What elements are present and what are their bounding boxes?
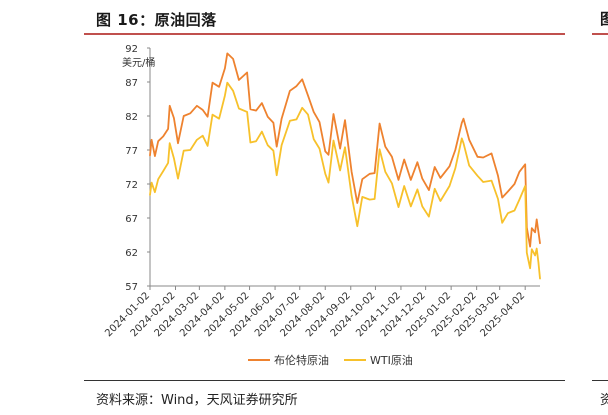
figure-title: 图 16：原油回落 <box>96 11 217 29</box>
y-tick-label: 77 <box>125 146 138 157</box>
source-rule <box>84 380 565 381</box>
title-rule <box>84 33 565 35</box>
y-tick-label: 72 <box>125 180 138 191</box>
source-note: 资料来源：Wind，天风证券研究所 <box>96 393 298 408</box>
legend-label-brent: 布伦特原油 <box>274 353 329 367</box>
adjacent-title-rule <box>592 33 608 35</box>
y-tick-label: 82 <box>125 112 138 123</box>
y-tick-label: 62 <box>125 248 138 259</box>
y-tick-label: 67 <box>125 214 138 225</box>
y-tick-label: 57 <box>125 282 138 293</box>
adjacent-figure-title-fragment: 图 <box>600 10 608 28</box>
series-line-brent <box>149 52 541 248</box>
chart-axes: 5762677277828792美元/桶2024-01-022024-02-02… <box>103 44 540 339</box>
adjacent-source-fragment: 资 <box>600 393 608 408</box>
series-line-wti <box>149 81 541 280</box>
chart: 5762677277828792美元/桶2024-01-022024-02-02… <box>103 44 541 367</box>
y-axis-unit-label: 美元/桶 <box>122 56 155 69</box>
series-layer <box>149 52 541 280</box>
y-tick-label: 87 <box>125 78 138 89</box>
y-tick-label: 92 <box>125 44 138 55</box>
adjacent-source-rule <box>592 380 608 381</box>
legend-label-wti: WTI原油 <box>370 353 413 367</box>
chart-legend: 布伦特原油 WTI原油 <box>248 353 413 367</box>
